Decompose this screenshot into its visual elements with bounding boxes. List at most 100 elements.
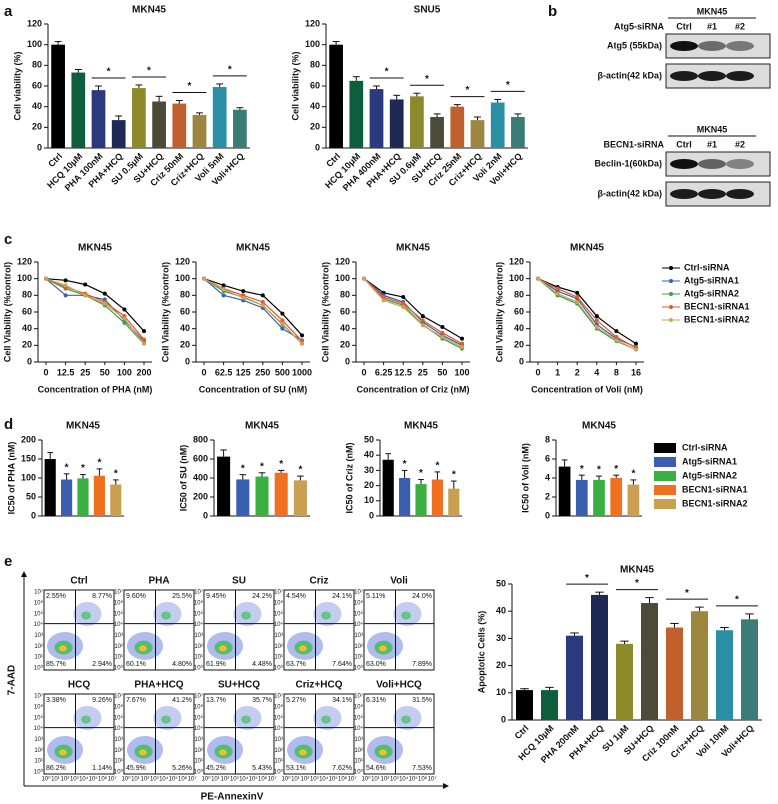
- bar: [192, 114, 207, 148]
- series-marker: [260, 293, 265, 298]
- y-tick-label: 50: [26, 491, 36, 501]
- x-tick-label: 25: [80, 367, 90, 377]
- flow-y-tick-label: 10⁴: [354, 725, 364, 732]
- panel-label: d: [4, 416, 13, 433]
- series-line: [203, 278, 303, 345]
- y-tick-label: 100: [335, 273, 350, 283]
- bar: [132, 88, 146, 148]
- legend-marker: [669, 266, 673, 270]
- flow-y-tick-label: 10¹: [34, 655, 43, 661]
- series-line: [537, 278, 637, 349]
- quadrant-value: 60.1%: [126, 661, 146, 668]
- x-tick-label: 0: [43, 367, 48, 377]
- flow-y-tick-label: 10⁰: [34, 665, 44, 672]
- series-marker: [440, 325, 445, 329]
- x-tick-label: 50: [100, 367, 110, 377]
- quadrant-value: 41.2%: [172, 697, 192, 704]
- significance-star: *: [147, 66, 151, 77]
- flow-title: SU: [232, 576, 246, 587]
- y-tick-label: 100: [175, 273, 190, 283]
- flow-y-tick-label: 10¹: [354, 759, 363, 765]
- y-tick-label: 80: [32, 60, 42, 70]
- flow-y-tick-label: 10⁷: [194, 589, 203, 596]
- y-tick-label: 40: [514, 323, 524, 333]
- series-line: [363, 278, 463, 340]
- bar: [716, 630, 733, 720]
- flow-frame: [123, 589, 195, 671]
- flow-y-tick-label: 10¹: [114, 655, 123, 661]
- quadrant-value: 24.1%: [332, 593, 352, 600]
- y-tick-label: 120: [509, 256, 524, 266]
- blot-band: [698, 41, 726, 51]
- legend-label: Ctrl-siRNA: [682, 442, 728, 452]
- series-marker: [634, 341, 638, 346]
- panel-label: c: [4, 231, 12, 248]
- y-tick-label: 0: [31, 510, 36, 520]
- x-axis-label: Concentration of SU (nM): [199, 384, 308, 394]
- x-tick-label: 100: [454, 367, 469, 377]
- series-marker: [460, 336, 464, 341]
- quadrant-value: 7.89%: [412, 661, 432, 668]
- series-marker: [300, 333, 304, 338]
- flow-x-tick-label: 10⁰: [361, 776, 371, 783]
- flow-y-tick-label: 10⁵: [114, 714, 124, 721]
- quadrant-value: 85.7%: [46, 661, 66, 668]
- y-tick-label: 120: [27, 18, 42, 28]
- flow-x-tick-label: 10⁷: [188, 776, 197, 783]
- flow-y-tick-label: 10⁵: [114, 610, 124, 617]
- y-tick-label: 20: [496, 660, 506, 670]
- legend-swatch: [654, 443, 676, 453]
- y-tick-label: 400: [193, 472, 208, 482]
- flow-y-tick-label: 10⁰: [34, 769, 44, 776]
- quadrant-value: 25.5%: [172, 593, 192, 600]
- quadrant-value: 3.38%: [46, 697, 66, 704]
- bar: [255, 476, 269, 516]
- series-marker: [420, 318, 425, 323]
- series-marker: [241, 295, 246, 300]
- y-axis-label: IC50 of SU (nM): [178, 445, 188, 512]
- flow-title: SU+HCQ: [218, 680, 260, 691]
- blot-row-label: Atg5 (55kDa): [607, 40, 662, 50]
- bar: [511, 117, 525, 148]
- bar: [172, 103, 187, 148]
- flow-y-tick-label: 10²: [34, 644, 43, 650]
- x-axis-label: Concentration of Criz (nM): [357, 384, 470, 394]
- y-tick-label: 200: [21, 434, 36, 444]
- bar: [389, 99, 404, 148]
- flow-y-tick-label: 10³: [274, 737, 283, 743]
- series-marker: [63, 293, 68, 298]
- flow-y-tick-label: 10³: [34, 737, 43, 743]
- quadrant-value: 13.7%: [206, 697, 226, 704]
- y-tick-label: 2: [545, 491, 550, 501]
- significance-star: *: [435, 461, 439, 472]
- y-axis-label: Cell Viability (%control): [320, 262, 330, 362]
- quadrant-value: 2.94%: [92, 661, 112, 668]
- flow-title: Criz: [310, 576, 329, 587]
- bar: [329, 44, 343, 148]
- legend-marker: [669, 292, 673, 296]
- flow-y-tick-label: 10²: [114, 644, 123, 650]
- y-tick-label: 100: [21, 472, 36, 482]
- flow-core: [138, 749, 147, 756]
- quadrant-value: 6.31%: [366, 697, 386, 704]
- bar: [450, 106, 465, 148]
- flow-y-tick-label: 10⁰: [274, 769, 284, 776]
- x-tick-label: 250: [255, 367, 270, 377]
- series-marker: [221, 287, 226, 292]
- significance-star: *: [631, 469, 635, 480]
- quadrant-value: 4.80%: [172, 661, 192, 668]
- series-marker: [142, 337, 146, 342]
- y-tick-label: 80: [22, 290, 32, 300]
- flow-y-tick-label: 10³: [354, 737, 363, 743]
- flow-x-tick-label: 10⁶: [178, 776, 188, 783]
- blot-row-label: Beclin-1(60kDa): [594, 158, 662, 168]
- flow-y-tick-label: 10³: [354, 633, 363, 639]
- series-marker: [634, 347, 638, 352]
- y-tick-label: 200: [193, 491, 208, 501]
- flow-y-tick-label: 10⁴: [354, 621, 364, 628]
- series-marker: [83, 282, 88, 287]
- series-marker: [440, 335, 445, 339]
- flow-y-tick-label: 10⁰: [114, 769, 124, 776]
- flow-y-tick-label: 10⁷: [34, 693, 43, 700]
- x-tick-label: Ctrl: [513, 723, 531, 741]
